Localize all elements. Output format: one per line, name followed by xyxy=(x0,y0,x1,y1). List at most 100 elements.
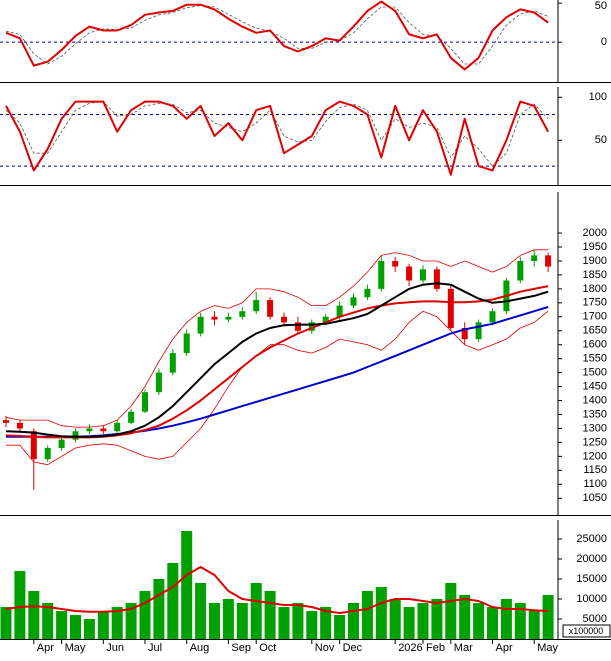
volume-bar xyxy=(250,583,262,639)
candle-body xyxy=(545,255,552,267)
candle-body xyxy=(433,269,440,289)
volume-bar xyxy=(125,603,137,639)
y-tick-label: 1900 xyxy=(583,255,607,267)
volume-bar xyxy=(306,611,318,639)
y-tick-label: 1100 xyxy=(583,478,607,490)
volume-bar xyxy=(209,603,220,639)
volume-bar xyxy=(445,583,457,639)
y-tick-label: 1250 xyxy=(583,436,607,448)
y-tick-label: 2000 xyxy=(583,227,607,239)
candle-body xyxy=(183,333,190,354)
candle-body xyxy=(30,431,37,460)
overlay-line xyxy=(5,282,549,438)
candle-body xyxy=(142,392,148,412)
candle-body xyxy=(114,422,121,432)
candle-body xyxy=(475,322,482,340)
x-tick-label: May xyxy=(65,642,86,654)
volume-bar xyxy=(111,607,123,639)
volume-bar xyxy=(514,603,526,639)
candle-body xyxy=(16,422,23,429)
candle-body xyxy=(489,311,496,323)
candle-body xyxy=(239,311,246,317)
volume-bar xyxy=(487,607,498,639)
volume-bar xyxy=(56,611,68,639)
y-tick-label: 1150 xyxy=(583,464,607,476)
candle-body xyxy=(294,322,301,331)
candle-body xyxy=(267,300,274,317)
volume-average xyxy=(5,566,549,614)
volume-bar xyxy=(473,603,485,639)
volume-bar xyxy=(222,599,234,639)
candle-body xyxy=(378,260,385,289)
volume-bar xyxy=(375,587,387,639)
candle-body xyxy=(308,322,315,331)
x-tick-label: Jul xyxy=(148,642,162,654)
volume-bar xyxy=(431,599,443,639)
volume-bar xyxy=(167,563,179,639)
volume-bar xyxy=(42,603,54,639)
candle-body xyxy=(253,300,260,312)
unit-box xyxy=(562,624,611,638)
y-tick-label: 1500 xyxy=(583,367,607,379)
y-tick-label: 1600 xyxy=(583,339,607,351)
y-tick-label: 1850 xyxy=(583,269,607,281)
y-tick-label: 1200 xyxy=(583,450,607,462)
volume-bar xyxy=(459,595,471,639)
y-tick-label: 100 xyxy=(589,91,607,103)
volume-bar xyxy=(334,615,346,639)
candle-body xyxy=(225,316,232,320)
x-tick-label: Apr xyxy=(37,642,54,654)
candle-body xyxy=(322,316,329,323)
volume-bar xyxy=(195,583,207,639)
x-tick-label: Mar xyxy=(454,642,473,654)
x-tick-label: Feb xyxy=(426,642,445,654)
x-tick-label: Sep xyxy=(231,642,251,654)
x-tick-label: Dec xyxy=(343,642,363,654)
volume-bar xyxy=(278,607,290,639)
candle-body xyxy=(531,255,538,261)
x-tick-label: 2026 xyxy=(398,642,422,654)
y-tick-label: 1800 xyxy=(583,283,607,295)
x-tick-label: Jun xyxy=(106,642,124,654)
volume-bar xyxy=(542,595,554,639)
candle-body xyxy=(517,260,524,281)
volume-bar xyxy=(181,531,193,639)
candle-body xyxy=(364,288,371,298)
candle-body xyxy=(100,428,107,432)
y-tick-label: 1350 xyxy=(583,408,607,420)
candle-body xyxy=(406,266,413,281)
y-tick-label: 1300 xyxy=(583,422,607,434)
volume-bar xyxy=(528,611,540,639)
x-tick-label: May xyxy=(537,642,558,654)
candle-body xyxy=(128,411,135,423)
volume-bar xyxy=(83,619,95,639)
volume-bar xyxy=(403,607,415,639)
candle-body xyxy=(3,420,9,423)
y-tick-label: 1750 xyxy=(583,297,607,309)
volume-bar xyxy=(236,603,248,639)
candle-body xyxy=(461,327,468,340)
y-tick-label: 20000 xyxy=(576,553,607,565)
candle-body xyxy=(211,316,218,320)
candle-body xyxy=(58,439,65,448)
y-tick-label: 50 xyxy=(595,0,607,12)
volume-bar xyxy=(139,591,151,639)
volume-bar xyxy=(348,603,359,639)
indicator-line xyxy=(5,0,549,71)
y-tick-label: 1050 xyxy=(583,492,607,504)
candle-body xyxy=(86,428,93,432)
volume-bar xyxy=(0,607,12,639)
volume-bar xyxy=(28,591,40,639)
candle-body xyxy=(447,288,454,328)
y-tick-label: 50 xyxy=(595,134,607,146)
candle-body xyxy=(72,431,79,440)
y-tick-label: 10000 xyxy=(576,593,607,605)
x-tick-label: Nov xyxy=(315,642,335,654)
volume-bar xyxy=(264,591,276,639)
volume-bar xyxy=(320,607,332,639)
candle-body xyxy=(155,372,162,393)
volume-bar xyxy=(14,571,26,639)
y-tick-label: 1550 xyxy=(583,353,607,365)
